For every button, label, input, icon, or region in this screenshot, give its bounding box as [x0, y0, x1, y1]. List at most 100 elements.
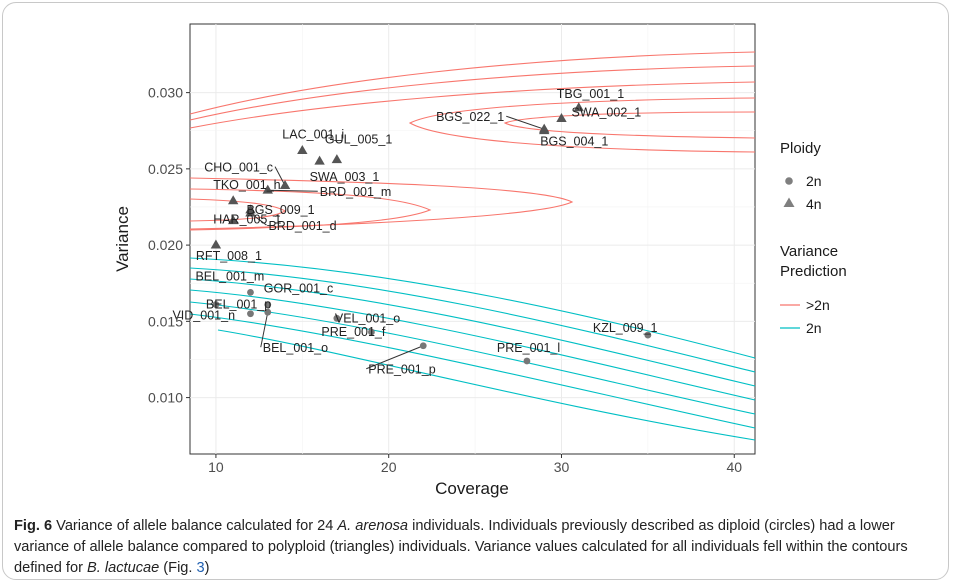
legend-circle-marker	[785, 177, 793, 185]
plot-panel	[189, 23, 756, 455]
contour-line	[189, 81, 756, 129]
legend-triangle-marker	[783, 197, 795, 207]
point-kzl-009-1	[644, 331, 652, 339]
label-bel-001-m: BEL_001_m	[195, 269, 264, 283]
point-brd-001-m	[262, 184, 273, 194]
caption-species-1: A. arenosa	[337, 518, 409, 534]
label-bgs-009-1: BGS_009_1	[246, 203, 314, 217]
point-bgs-004-1	[539, 125, 550, 135]
label-gor-001-c: GOR_001_c	[264, 282, 333, 296]
label-pre-001-l: PRE_001_l	[497, 341, 560, 355]
y-tick-label: 0.020	[148, 237, 183, 253]
point-pre-001-f	[368, 328, 375, 336]
label-kzl-009-1: KZL_009_1	[593, 321, 658, 335]
label-rft-008-1: RFT_008_1	[196, 249, 262, 263]
caption-text-4: )	[204, 560, 210, 576]
x-tick-label: 10	[208, 459, 224, 475]
label-brd-001-m: BRD_001_m	[320, 185, 392, 199]
x-axis-title: Coverage	[435, 479, 509, 498]
legend-label-2n-ploidy: 2n	[806, 173, 822, 189]
contour-line	[503, 111, 756, 139]
x-tick-label: 40	[726, 459, 742, 475]
leader-line	[366, 345, 424, 370]
y-tick-label: 0.015	[148, 313, 183, 329]
figure-caption: Fig. 6 Variance of allele balance calcul…	[14, 516, 944, 579]
point-cho-001-c	[279, 180, 291, 190]
legend-variance-title-1: Variance	[780, 243, 838, 260]
contour-line	[189, 289, 756, 401]
legend: Ploidy 2n 4n Variance Prediction >2n 2n	[780, 140, 847, 336]
label-leader-lines	[250, 115, 545, 370]
leader-line	[260, 312, 269, 348]
label-pre-001-f: PRE_001_f	[321, 325, 385, 339]
label-lac-001-i: LAC_001_i	[282, 128, 344, 142]
caption-text-3: (Fig.	[159, 560, 197, 576]
x-tick-label: 20	[381, 459, 397, 475]
data-points	[210, 102, 652, 365]
caption-text-2: individuals. Individuals previously desc…	[14, 518, 908, 576]
label-vel-001-o: VEL_001_o	[335, 311, 400, 325]
contour-line	[189, 188, 432, 231]
label-pre-001-p: PRE_001_p	[368, 363, 435, 377]
point-rft-008-1	[210, 239, 222, 249]
contour-line	[189, 313, 756, 429]
contour-line	[189, 301, 756, 415]
leader-line	[274, 166, 286, 186]
label-bgs-022-1: BGS_022_1	[436, 110, 504, 124]
label-brd-001-d: BRD_001_d	[268, 219, 336, 233]
legend-label-gt2n: >2n	[806, 297, 830, 313]
contour-line	[189, 51, 756, 115]
point-gul-005-1	[331, 154, 343, 164]
label-bel-001-o: BEL_001_o	[263, 341, 328, 355]
contour-line	[189, 257, 756, 359]
leader-line	[267, 189, 318, 192]
contour-line	[408, 97, 756, 153]
caption-figure-link[interactable]: 3	[196, 560, 205, 576]
point-swa-002-1	[556, 112, 567, 122]
point-vel-001-o	[333, 314, 341, 322]
legend-label-2n-variance: 2n	[806, 320, 822, 336]
label-swa-003-1: SWA_003_1	[310, 170, 380, 184]
y-axis-title: Variance	[113, 206, 132, 272]
point-swa-003-1	[314, 155, 325, 165]
caption-text-1: Variance of allele balance calculated fo…	[52, 518, 338, 534]
leader-line	[506, 115, 545, 130]
x-tick-label: 30	[554, 459, 570, 475]
point-tbg-001-1	[573, 102, 584, 112]
axis-ticks: 10 20 30 40 0.010 0.015 0.020 0.025 0.030	[148, 85, 742, 475]
point-gor-001-c	[264, 301, 272, 308]
label-bel-001-p: BEL_001_p	[206, 298, 271, 312]
label-cho-001-c: CHO_001_c	[204, 161, 273, 175]
contour-line	[217, 329, 756, 441]
point-bel-001-m	[247, 288, 254, 296]
point-labels: TBG_001_1 BGS_022_1 SWA_002_1 BGS_004_1 LAC_…	[172, 87, 657, 377]
caption-species-2: B. lactucae	[87, 560, 160, 576]
contour-lines	[189, 51, 756, 441]
label-tbg-001-1: TBG_001_1	[557, 87, 624, 101]
contour-line	[189, 278, 756, 387]
y-tick-label: 0.010	[148, 390, 183, 406]
point-vid-001-n	[247, 310, 254, 318]
label-vid-001-n: VID_001_n	[172, 309, 235, 323]
point-lac-001-i	[297, 144, 308, 154]
point-har-005-1	[227, 215, 239, 225]
y-tick-label: 0.030	[148, 85, 183, 101]
label-swa-002-1: SWA_002_1	[571, 106, 641, 120]
label-har-005-1: HAR_005_1	[213, 213, 281, 227]
point-bel-001-p	[212, 301, 220, 308]
label-bgs-004-1: BGS_004_1	[540, 135, 608, 149]
point-bel-001-o	[264, 308, 272, 316]
legend-label-4n: 4n	[806, 196, 822, 212]
point-pre-001-l	[523, 357, 531, 365]
contour-line	[189, 65, 756, 121]
point-brd-001-d	[245, 207, 256, 217]
contour-line	[189, 267, 756, 373]
y-tick-label: 0.025	[148, 161, 183, 177]
legend-variance-title-2: Prediction	[780, 263, 847, 280]
caption-fig-label: Fig. 6	[14, 518, 53, 534]
label-tko-001-h: TKO_001_h	[213, 178, 280, 192]
label-gul-005-1: GUL_005_1	[325, 133, 392, 147]
scatter-plot: TBG_001_1 BGS_022_1 SWA_002_1 BGS_004_1 LAC_…	[113, 23, 847, 498]
point-tko-001-h	[227, 195, 239, 205]
legend-ploidy-title: Ploidy	[780, 140, 821, 157]
